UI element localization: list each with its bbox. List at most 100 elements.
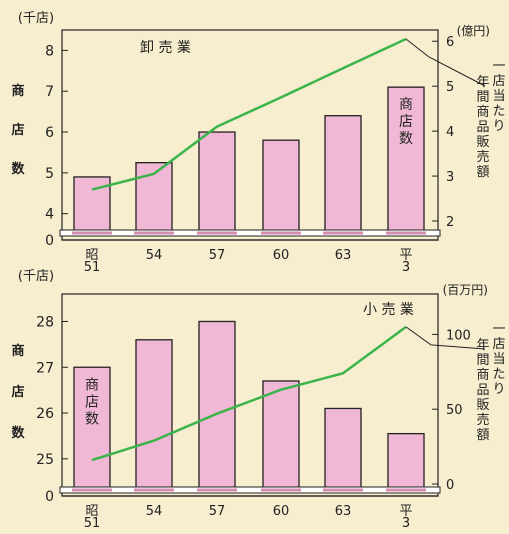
wholesale-right-axis-label-col1-char: り <box>492 119 505 134</box>
retail-left-axis-label: 数 <box>11 425 25 441</box>
retail-left-axis-label: 店 <box>11 384 24 400</box>
retail-bar-label-char: 商 <box>85 377 99 393</box>
retail-strip-segment <box>386 488 426 492</box>
retail-left-tick-label: 27 <box>36 360 54 376</box>
wholesale-bar <box>262 139 300 234</box>
wholesale-right-axis-label-col2-char: 売 <box>476 149 489 165</box>
retail-left-tick-label: 25 <box>36 452 54 468</box>
retail-x-tick-label: 60 <box>273 504 290 519</box>
retail-right-axis-label-col1-char: り <box>492 382 505 397</box>
wholesale-right-unit: (億円) <box>457 24 490 38</box>
retail-left-axis-label: 商 <box>11 343 24 359</box>
retail-x-tick-label: 51 <box>84 516 101 531</box>
retail-right-tick-label: 100 <box>446 328 471 343</box>
wholesale-right-tick-label: 6 <box>446 35 454 50</box>
retail-bar <box>198 320 236 491</box>
retail-plot-frame <box>61 293 439 497</box>
retail-strip-segment <box>72 488 112 492</box>
wholesale-chart-title: 卸 売 業 <box>140 40 191 56</box>
retail-x-tick-label: 3 <box>402 516 410 531</box>
retail-left-tick-label: 28 <box>36 314 54 330</box>
wholesale-left-tick-label: 4 <box>45 207 54 223</box>
wholesale-x-tick-label: 57 <box>209 248 226 263</box>
retail-right-tick-label: 50 <box>446 403 463 418</box>
retail-leader-line <box>405 326 486 350</box>
wholesale-x-tick-label: 51 <box>84 260 101 275</box>
retail-right-axis-label-col1-char: た <box>492 367 505 382</box>
retail-bar <box>135 339 173 491</box>
retail-axis-strip <box>59 486 441 494</box>
wholesale-strip-segment <box>72 231 112 235</box>
wholesale-right-axis-label-col2-char: 販 <box>476 135 489 150</box>
retail-right-axis-label-col2-char: 商 <box>476 368 489 383</box>
wholesale-right-axis-label-col2-char: 商 <box>476 105 489 120</box>
wholesale-sales-line <box>91 37 407 191</box>
retail-right-axis-label-col2-char: 売 <box>476 412 489 428</box>
wholesale-bar-label-char: 数 <box>399 131 413 147</box>
retail-left-unit: (千店) <box>18 269 54 284</box>
wholesale-x-tick-label: 平 <box>399 248 412 263</box>
wholesale-plot-frame <box>61 29 439 241</box>
retail-bar-label: 商店数 <box>85 377 99 427</box>
wholesale-x-tick-label: 60 <box>273 248 290 263</box>
retail-bar <box>262 380 300 491</box>
wholesale-left-unit: (千店) <box>18 11 54 26</box>
wholesale-strip-segment <box>261 231 301 235</box>
retail-bar <box>387 432 425 491</box>
retail-right-axis-label-col2-char: 額 <box>476 428 489 443</box>
retail-x-tick-label: 54 <box>146 504 163 519</box>
retail-x-tick-label: 平 <box>399 504 412 519</box>
wholesale-right-axis-label-col1-char: 一 <box>492 59 505 74</box>
retail-right-axis-label-col2-char: 間 <box>476 353 489 368</box>
retail-right-axis-label-col2-char: 品 <box>476 383 489 398</box>
retail-bar <box>324 407 362 491</box>
wholesale-right-axis-label-col2-char: 額 <box>476 165 489 180</box>
retail-strip-segment <box>197 488 237 492</box>
wholesale-x-tick-label: 昭 <box>85 248 98 263</box>
retail-bar <box>73 366 111 491</box>
retail-right-unit: (百万円) <box>443 283 488 297</box>
wholesale-strip-segment <box>323 231 363 235</box>
retail-strip-segment <box>134 488 174 492</box>
retail-right-axis-label-col2-char: 販 <box>476 398 489 413</box>
retail-bar-label-char: 店 <box>85 394 99 410</box>
wholesale-right-axis-label-col2-char: 間 <box>476 90 489 105</box>
retail-left-tick-label: 26 <box>36 406 54 422</box>
retail-right-axis-label-col1-char: 当 <box>492 352 505 367</box>
retail-x-tick-label: 57 <box>209 504 226 519</box>
retail-x-tick-label: 63 <box>335 504 352 519</box>
wholesale-right-axis-label-col1-char: た <box>492 104 505 119</box>
wholesale-left-tick-label: 6 <box>45 125 54 141</box>
retail-right-axis-label-col2-char: 年 <box>476 338 489 353</box>
wholesale-right-axis-label-col2-char: 品 <box>476 120 489 135</box>
retail-strip-segment <box>323 488 363 492</box>
wholesale-right-axis-label-col1-char: 当 <box>492 89 505 104</box>
wholesale-strip-segment <box>197 231 237 235</box>
wholesale-x-tick-label: 63 <box>335 248 352 263</box>
wholesale-right-tick-label: 4 <box>446 125 454 140</box>
wholesale-left-zero-label: 0 <box>45 233 54 249</box>
retail-left-zero-label: 0 <box>45 489 54 505</box>
wholesale-right-axis-label-col1-char: 店 <box>492 74 505 89</box>
wholesale-strip-segment <box>386 231 426 235</box>
wholesale-bar-label-char: 商 <box>399 97 413 113</box>
wholesale-bar-label: 商店数 <box>399 97 413 147</box>
retail-x-tick-label: 昭 <box>85 504 98 519</box>
wholesale-left-axis-label: 商 <box>11 83 24 99</box>
wholesale-left-axis-label: 数 <box>11 161 25 177</box>
retail-chart-title: 小 売 業 <box>363 302 414 318</box>
wholesale-bar <box>198 131 236 234</box>
wholesale-left-axis-label: 店 <box>11 122 24 138</box>
wholesale-x-tick-label: 3 <box>402 260 410 275</box>
wholesale-leader-line <box>405 38 486 87</box>
wholesale-bar <box>324 115 362 234</box>
retail-sales-line <box>91 325 407 462</box>
wholesale-left-tick-label: 7 <box>45 84 54 100</box>
retail-right-axis-label-col1-char: 店 <box>492 337 505 352</box>
wholesale-right-tick-label: 2 <box>446 215 454 230</box>
